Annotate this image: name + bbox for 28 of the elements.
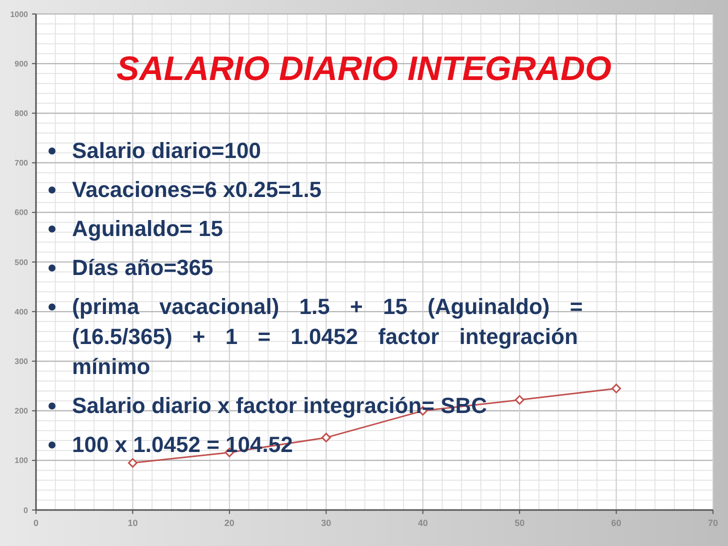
- y-tick-label: 300: [14, 357, 29, 366]
- point: [321, 432, 331, 442]
- annotation: (prima vacacional) 1.5 + 15 (Aguinaldo) = (16.5/365) + 1 = 1.0452 factor integración mínimo: [72, 294, 583, 379]
- annotation: Vacaciones=6 x0.25=1.5: [72, 177, 322, 202]
- annotation: Días año=365: [72, 255, 214, 280]
- y-tick-label: 0: [24, 506, 29, 515]
- y-tick-label: 1000: [10, 10, 29, 19]
- y-tick-label: 400: [14, 307, 29, 316]
- y-tick-label: 900: [14, 59, 29, 68]
- y-tick-label: 100: [14, 456, 29, 466]
- annotation: Aguinaldo= 15: [72, 216, 223, 241]
- x-tick-label: 40: [418, 518, 428, 528]
- text: SALARIO DIARIO INTEGRADO: [116, 50, 612, 88]
- y-tick-label: 700: [14, 158, 29, 168]
- x-tick-label: 20: [224, 518, 234, 528]
- x-tick-label: 0: [33, 518, 39, 528]
- x-tick-label: 30: [321, 518, 332, 528]
- x-tick-label: 50: [514, 518, 525, 528]
- annotation: Salario diario=100: [72, 138, 261, 163]
- y-tick-label: 800: [14, 109, 29, 118]
- x-tick-label: 10: [128, 518, 138, 528]
- y-tick-label: 500: [14, 258, 29, 267]
- point: [612, 384, 622, 394]
- point: [514, 395, 524, 405]
- y-tick-label: 200: [14, 406, 29, 416]
- y-tick-label: 600: [14, 208, 29, 218]
- point: [128, 458, 138, 468]
- x-tick-label: 60: [611, 518, 622, 528]
